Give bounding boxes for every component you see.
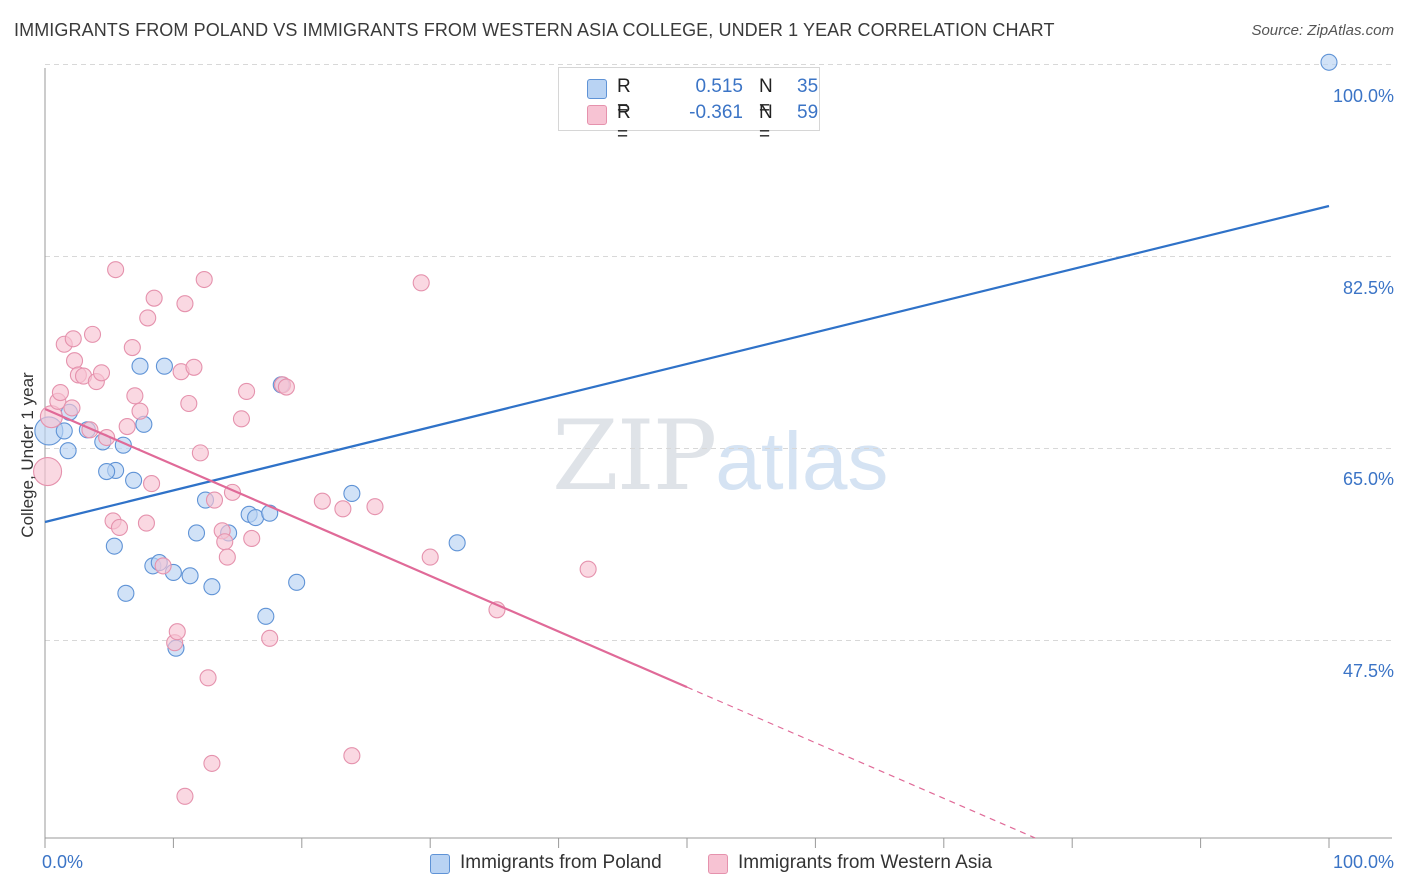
legend-r-value: 0.515: [695, 76, 743, 97]
western-asia-point: [123, 338, 141, 357]
y-tick-label-100: 100.0%: [1332, 86, 1394, 106]
western-asia-point: [199, 669, 217, 687]
y-tick-label-47-5: 47.5%: [1342, 661, 1394, 681]
watermark: ZIPatlas: [552, 400, 888, 512]
correlation-legend: R = 0.515 N = 35 R = -0.361 N = 59: [558, 67, 820, 145]
western-asia-point: [145, 289, 163, 307]
y-axis-label: College, Under 1 year: [18, 372, 37, 538]
western-asia-point: [83, 325, 102, 343]
western-asia-point: [139, 309, 157, 327]
western-asia-point: [216, 533, 234, 551]
western-asia-point: [313, 492, 331, 510]
bottom-legend-swatch-blue: [430, 854, 450, 874]
western-asia-point: [51, 383, 69, 402]
western-asia-point: [191, 444, 209, 462]
western-asia-point: [63, 399, 81, 417]
western-asia-point: [92, 364, 111, 382]
legend-n-label: N =: [759, 76, 773, 119]
western-asia-point: [261, 629, 279, 647]
legend-r-label: R =: [617, 102, 631, 145]
poland-point: [125, 471, 143, 489]
western-asia-trend-line: [44, 407, 688, 689]
western-asia-point: [366, 498, 384, 516]
western-asia-point: [421, 548, 439, 566]
western-asia-point: [579, 560, 597, 578]
legend-n-value: 35: [797, 76, 819, 97]
poland-point: [117, 584, 135, 602]
x-tick-label-min: 0.0%: [42, 852, 84, 872]
western-asia-point: [65, 352, 84, 370]
legend-r-value: -0.361: [689, 102, 743, 123]
source-label: Source: ZipAtlas.com: [1251, 22, 1394, 39]
western-asia-point: [176, 295, 194, 313]
western-asia-point: [218, 548, 236, 566]
bottom-legend-label-western-asia: Immigrants from Western Asia: [738, 852, 993, 873]
y-tick-label-65: 65.0%: [1342, 469, 1394, 489]
western-asia-point: [334, 500, 352, 518]
poland-point: [98, 462, 116, 481]
legend-r-label: R =: [617, 76, 631, 119]
poland-point: [187, 524, 206, 542]
western-asia-point: [143, 475, 161, 493]
western-asia-point: [137, 514, 155, 532]
poland-point: [59, 442, 77, 460]
western-asia-point: [238, 382, 256, 400]
western-asia-point: [243, 529, 261, 548]
western-asia-point: [168, 623, 186, 641]
western-asia-point: [154, 557, 172, 575]
western-asia-point: [205, 491, 224, 509]
chart-title: IMMIGRANTS FROM POLAND VS IMMIGRANTS FRO…: [14, 20, 1055, 40]
western-asia-point: [110, 518, 129, 537]
legend-n-label: N =: [759, 102, 773, 145]
western-asia-point: [412, 274, 430, 292]
y-tick-label-82-5: 82.5%: [1342, 278, 1394, 298]
western-asia-point: [131, 402, 149, 420]
western-asia-point: [195, 270, 213, 289]
western-asia-point: [343, 747, 361, 765]
western-asia-point: [118, 417, 136, 436]
western-asia-point: [203, 754, 221, 772]
poland-point: [257, 607, 275, 625]
poland-point: [203, 578, 221, 596]
watermark-zip: ZIP: [552, 400, 717, 512]
western-asia-trend-line-extension: [686, 686, 1036, 839]
western-asia-point: [277, 378, 295, 396]
western-asia-point: [64, 330, 82, 348]
western-asia-point: [185, 358, 203, 376]
poland-point: [288, 573, 306, 591]
poland-point: [155, 357, 173, 375]
poland-point: [343, 484, 361, 503]
poland-point: [448, 534, 466, 552]
legend-n-value: 59: [797, 102, 819, 123]
poland-point: [1320, 53, 1338, 71]
poland-trend-line: [44, 204, 1330, 524]
poland-point: [105, 537, 123, 555]
bottom-legend-label-poland: Immigrants from Poland: [460, 852, 662, 873]
bottom-legend-swatch-pink: [708, 854, 728, 874]
western-asia-point: [180, 394, 198, 413]
x-tick-label-max: 100.0%: [1332, 852, 1394, 872]
western-asia-point: [176, 787, 194, 805]
legend-swatch-blue: [587, 79, 607, 99]
watermark-atlas: atlas: [715, 416, 889, 507]
poland-point: [247, 509, 265, 527]
western-asia-point: [107, 261, 125, 279]
poland-point: [181, 567, 199, 585]
legend-swatch-pink: [587, 105, 607, 125]
western-asia-point: [126, 387, 144, 405]
western-asia-point: [33, 456, 63, 487]
poland-point: [131, 357, 149, 375]
western-asia-point: [232, 410, 251, 428]
poland-point: [55, 422, 73, 440]
